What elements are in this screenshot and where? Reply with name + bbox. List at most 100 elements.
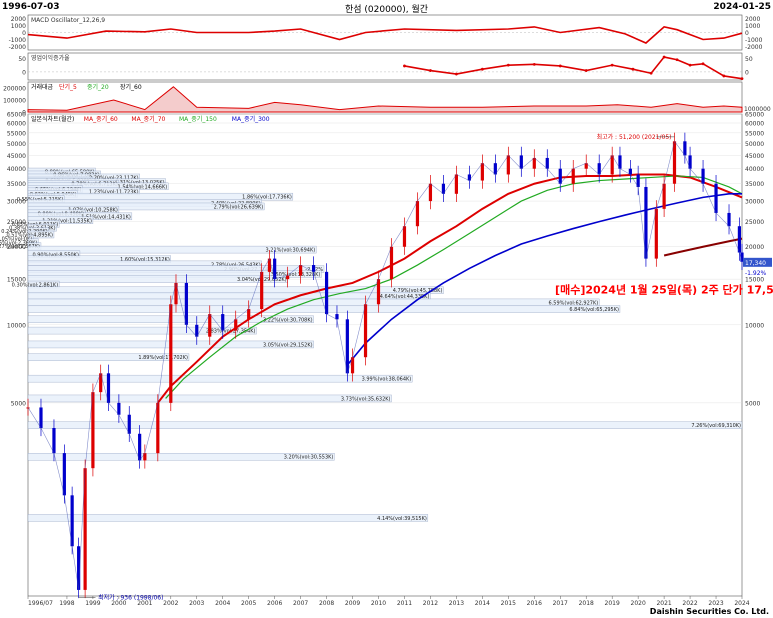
price-ytick-right: 5000 <box>745 400 760 407</box>
price-candle <box>143 453 147 461</box>
price-ytick: 25000 <box>7 219 26 226</box>
price-ytick: 65000 <box>7 112 26 119</box>
price-candle <box>737 226 742 253</box>
price-candle <box>324 271 329 315</box>
x-tick: 1996/07 <box>28 600 53 607</box>
volume-profile-label: 0.27%(vol:2,567K) <box>0 244 40 250</box>
macd-legend: MACD Oscillator_12,26,9 <box>31 17 105 24</box>
volume-profile-label: 1.21%(vol:11,535K) <box>42 218 92 224</box>
price-candle <box>428 183 433 202</box>
x-tick: 2007 <box>293 600 308 607</box>
price-ytick: 40000 <box>7 166 26 173</box>
op-income-point <box>584 69 588 72</box>
op-income-point <box>455 72 458 76</box>
price-legend-item: MA_중기_150 <box>179 115 217 123</box>
ma-line-4 <box>663 237 743 257</box>
macd-ytick-right: 1000 <box>745 23 760 30</box>
x-tick: 2010 <box>371 600 386 607</box>
x-tick: 2002 <box>163 600 178 607</box>
volume-profile-label: 3.73%(vol:35,632K) <box>341 396 391 402</box>
price-candle <box>402 226 407 247</box>
x-tick: 2023 <box>708 600 723 607</box>
macd-ytick-right: 2000 <box>745 16 760 23</box>
x-tick: 2008 <box>319 600 334 607</box>
price-candle <box>654 208 658 259</box>
volume-legend-item: 거래대금 <box>31 83 54 91</box>
x-tick: 1998 <box>59 600 74 607</box>
price-legend-item: MA_중기_300 <box>232 115 270 123</box>
volume-profile-label: 4.64%(vol:44,335K) <box>380 294 430 300</box>
op-income-point <box>480 67 484 71</box>
macd-ytick: 0 <box>22 30 26 37</box>
low-annotation: 최저가 : 936 (1998/06) <box>98 594 163 602</box>
volume-profile-label: 0.05%(vol:0K) <box>0 237 32 243</box>
volume-profile-label: 1.23%(vol:11,723K) <box>89 189 139 195</box>
price-candle <box>91 392 95 469</box>
price-candle <box>83 468 87 590</box>
high-annotation: 최고가 : 51,200 (2021/05) <box>597 133 672 141</box>
volume-legend-item: 중기_20 <box>87 83 109 91</box>
volume-profile-label: 4.79%(vol:45,788K) <box>393 288 443 294</box>
volume-legend-item: 장기_60 <box>120 83 142 91</box>
op-income-point <box>506 63 510 67</box>
start-date: 1996-07-03 <box>2 2 60 12</box>
price-candle <box>558 168 562 184</box>
op-income-ytick-right: 0 <box>745 69 749 76</box>
op-income-point <box>558 64 562 68</box>
x-tick: 2015 <box>501 600 516 607</box>
price-candle <box>480 163 484 181</box>
volume-profile-bar <box>27 353 190 361</box>
price-candle <box>184 282 188 325</box>
x-tick: 2000 <box>111 600 126 607</box>
last-change: -1.92% <box>745 270 767 277</box>
price-candle <box>106 373 111 403</box>
x-tick: 2012 <box>423 600 438 607</box>
price-ytick-right: 45000 <box>745 153 764 160</box>
price-candle <box>117 402 121 415</box>
volume-profile-bar <box>27 514 429 522</box>
volume-area <box>27 86 743 113</box>
op-income-point <box>675 58 679 62</box>
footer-brand: Daishin Securities Co. Ltd. <box>649 607 769 616</box>
volume-profile-label: 0.90%(vol:8,550K) <box>32 252 79 258</box>
volume-profile-bar <box>27 230 55 239</box>
price-candle <box>610 155 614 175</box>
price-candle <box>740 252 744 262</box>
op-income-point <box>429 69 432 72</box>
chart-header: 1996-07-03 한섬 (020000), 월간 2024-01-25 <box>0 0 773 15</box>
price-candle <box>441 183 446 194</box>
price-candle <box>312 265 316 272</box>
price-ytick-right: 55000 <box>745 130 764 137</box>
x-tick: 2022 <box>682 600 697 607</box>
op-income-ytick-right: 50 <box>745 56 753 63</box>
volume-profile-label: 1.60%(vol:15,312K) <box>120 257 170 263</box>
price-candle <box>52 428 56 454</box>
x-tick: 2005 <box>241 600 256 607</box>
x-tick: 2019 <box>605 600 620 607</box>
price-candle <box>454 174 458 194</box>
x-tick: 2016 <box>527 600 542 607</box>
ma-line-3 <box>346 193 742 366</box>
volume-profile-label: 1.54%(vol:14,666K) <box>118 184 168 190</box>
volume-profile-bar <box>27 374 413 383</box>
volume-profile-label: 3.22%(vol:30,708K) <box>263 317 313 323</box>
volume-profile-label: 0.24%(vol:2,290K) <box>1 229 48 235</box>
x-tick: 2001 <box>137 600 152 607</box>
volume-profile-bar <box>27 394 392 403</box>
price-ytick-right: 15000 <box>745 277 764 284</box>
op-income-point <box>688 63 692 67</box>
op-income-point <box>610 63 614 67</box>
x-tick: 2018 <box>579 600 594 607</box>
price-ytick-right: 65000 <box>745 112 764 119</box>
price-candle <box>714 183 718 213</box>
price-candle <box>662 183 666 209</box>
volume-profile-label: 2.78%(vol:26,543K) <box>211 262 261 268</box>
volume-profile-label: 1.86%(vol:17,736K) <box>242 195 292 201</box>
price-candle <box>493 163 497 175</box>
price-candle <box>628 168 632 175</box>
x-tick: 2014 <box>475 600 490 607</box>
volume-profile-label: 7.26%(vol:69,310K) <box>691 423 741 429</box>
price-candle <box>571 168 575 184</box>
price-candle <box>174 282 178 305</box>
price-ytick-right: 20000 <box>745 244 764 251</box>
